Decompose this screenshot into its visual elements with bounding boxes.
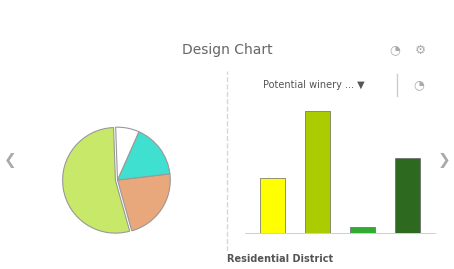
Text: Dashboard ▼: Dashboard ▼ [186,10,268,23]
Wedge shape [118,132,170,180]
Text: ⚙: ⚙ [415,44,426,56]
Text: ×: × [438,10,450,24]
Text: □: □ [425,12,435,22]
Wedge shape [63,128,130,233]
Text: Winery District: 53.80%, 40.60: Winery District: 53.80%, 40.60 [18,78,187,88]
Text: ◔: ◔ [390,44,400,56]
Text: −: − [410,10,422,24]
Text: ❯: ❯ [438,154,450,168]
Wedge shape [118,174,170,231]
Text: Square Kilometers: Square Kilometers [51,94,153,104]
Text: Design Chart: Design Chart [182,43,272,57]
Text: ≡: ≡ [10,8,25,26]
Bar [395,158,420,233]
Text: Potential winery ... ▼: Potential winery ... ▼ [263,80,365,90]
Bar [350,227,375,233]
Wedge shape [116,127,139,180]
Bar [260,178,285,233]
Text: Residential District: Residential District [227,254,333,264]
Text: ◔: ◔ [414,79,424,91]
Text: ❮: ❮ [4,154,16,168]
Bar [305,111,330,233]
